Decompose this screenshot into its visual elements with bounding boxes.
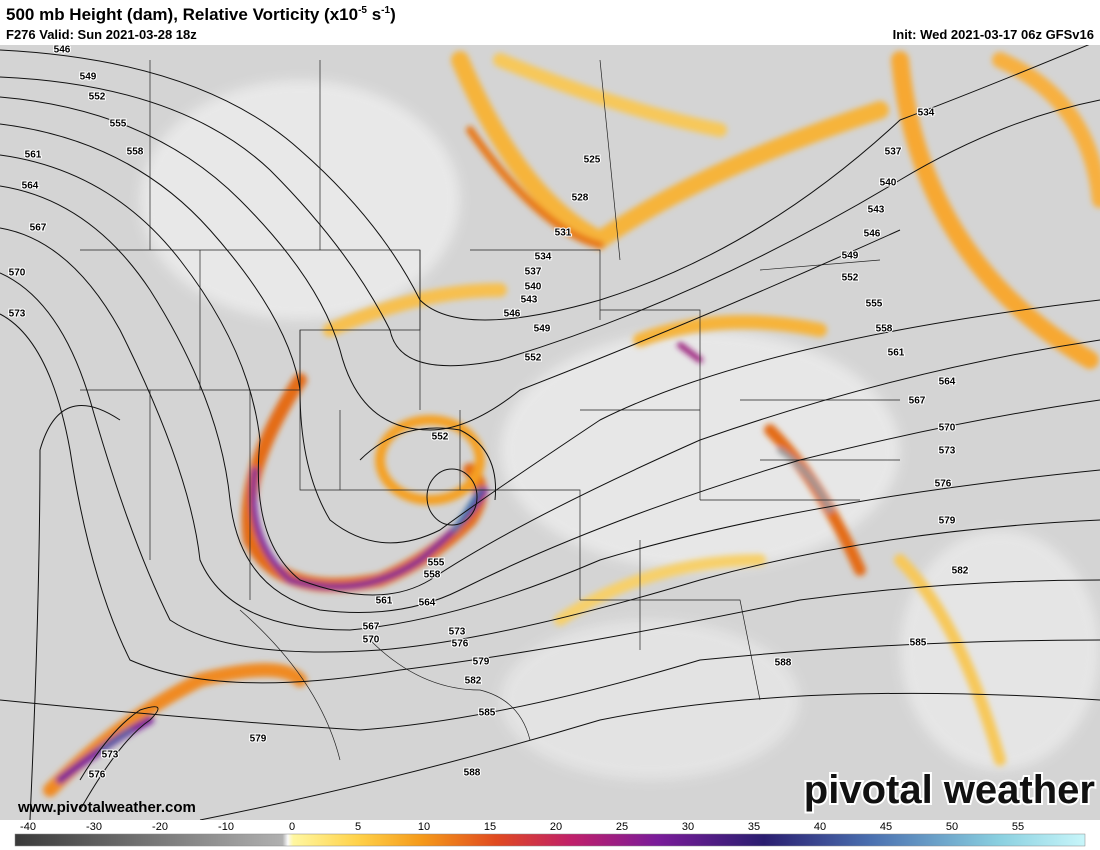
contour-label: 534	[535, 252, 552, 263]
colorbar-tick-label: 5	[355, 821, 361, 833]
contour-label: 534	[918, 108, 935, 119]
contour-label: 582	[465, 676, 482, 687]
map: 5465495525555585615645675705735345255285…	[0, 45, 1100, 820]
colorbar-tick-label: 30	[682, 821, 694, 833]
contour-label: 561	[888, 348, 905, 359]
contour-label: 531	[555, 228, 572, 239]
contour-label: 576	[935, 479, 952, 490]
contour-label: 588	[464, 768, 481, 779]
contour-label: 546	[504, 309, 521, 320]
contour-label: 555	[110, 119, 127, 130]
contour-label: 558	[424, 570, 441, 581]
contour-label: 573	[9, 309, 26, 320]
contour-label: 540	[880, 178, 897, 189]
valid-time: F276 Valid: Sun 2021-03-28 18z	[6, 27, 197, 42]
contour-label: 573	[939, 446, 956, 457]
website: www.pivotalweather.com	[17, 799, 196, 816]
contour-label: 552	[89, 92, 106, 103]
contour-label: 552	[432, 432, 449, 443]
title-superscript: -5	[358, 5, 367, 16]
colorbar-tick-label: -10	[218, 821, 234, 833]
contour-label: 552	[525, 353, 542, 364]
colorbar-tick-label: 20	[550, 821, 562, 833]
contour-label: 555	[866, 299, 883, 310]
contour-label: 582	[952, 566, 969, 577]
colorbar-tick-label: 0	[289, 821, 295, 833]
contour-label: 543	[521, 295, 538, 306]
contour-label: 573	[102, 750, 119, 761]
contour-label: 552	[842, 273, 859, 284]
colorbar-tick-label: 55	[1012, 821, 1024, 833]
colorbar-tick-label: -20	[152, 821, 168, 833]
contour-label: 585	[910, 638, 927, 649]
contour-label: 558	[127, 147, 144, 158]
contour-label: 564	[939, 377, 956, 388]
contour-label: 573	[449, 627, 466, 638]
colorbar-tick-label: -30	[86, 821, 102, 833]
contour-label: 579	[939, 516, 956, 527]
contour-label: 570	[363, 635, 380, 646]
contour-label: 567	[909, 396, 926, 407]
contour-label: 579	[250, 734, 267, 745]
contour-label: 525	[584, 155, 601, 166]
contour-label: 561	[376, 596, 393, 607]
contour-label: 546	[864, 229, 881, 240]
colorbar	[14, 833, 1086, 847]
init-time: Init: Wed 2021-03-17 06z GFSv16	[893, 27, 1094, 42]
contour-label: 564	[419, 598, 436, 609]
title-superscript: -1	[381, 5, 390, 16]
contour-label: 555	[428, 558, 445, 569]
colorbar-tick-label: -40	[20, 821, 36, 833]
contour-label: 561	[25, 150, 42, 161]
colorbar-tick-label: 15	[484, 821, 496, 833]
contour-label: 567	[30, 223, 47, 234]
contour-label: 549	[534, 324, 551, 335]
colorbar-tick-label: 35	[748, 821, 760, 833]
contour-label: 546	[54, 45, 71, 56]
contour-label: 549	[80, 72, 97, 83]
contour-label: 537	[885, 147, 902, 158]
colorbar-tick-label: 25	[616, 821, 628, 833]
colorbar-tick-label: 40	[814, 821, 826, 833]
contour-label: 588	[775, 658, 792, 669]
title-part: 500 mb Height (dam), Relative Vorticity …	[6, 5, 358, 24]
contour-label: 564	[22, 181, 39, 192]
title: 500 mb Height (dam), Relative Vorticity …	[6, 5, 396, 24]
contour-label: 537	[525, 267, 542, 278]
contour-label: 567	[363, 622, 380, 633]
contour-label: 585	[479, 708, 496, 719]
title-part: )	[390, 5, 396, 24]
contour-label: 543	[868, 205, 885, 216]
colorbar-tick-label: 10	[418, 821, 430, 833]
contour-label: 528	[572, 193, 589, 204]
title-part: s	[367, 5, 381, 24]
contour-label: 570	[939, 423, 956, 434]
colorbar-tick-label: 45	[880, 821, 892, 833]
colorbar-tick-label: 50	[946, 821, 958, 833]
contour-label: 540	[525, 282, 542, 293]
contour-label: 579	[473, 657, 490, 668]
logo: pivotal weather	[804, 768, 1095, 812]
contour-label: 558	[876, 324, 893, 335]
contour-label: 576	[452, 639, 469, 650]
contour-label: 549	[842, 251, 859, 262]
contour-label: 576	[89, 770, 106, 781]
contour-label: 570	[9, 268, 26, 279]
